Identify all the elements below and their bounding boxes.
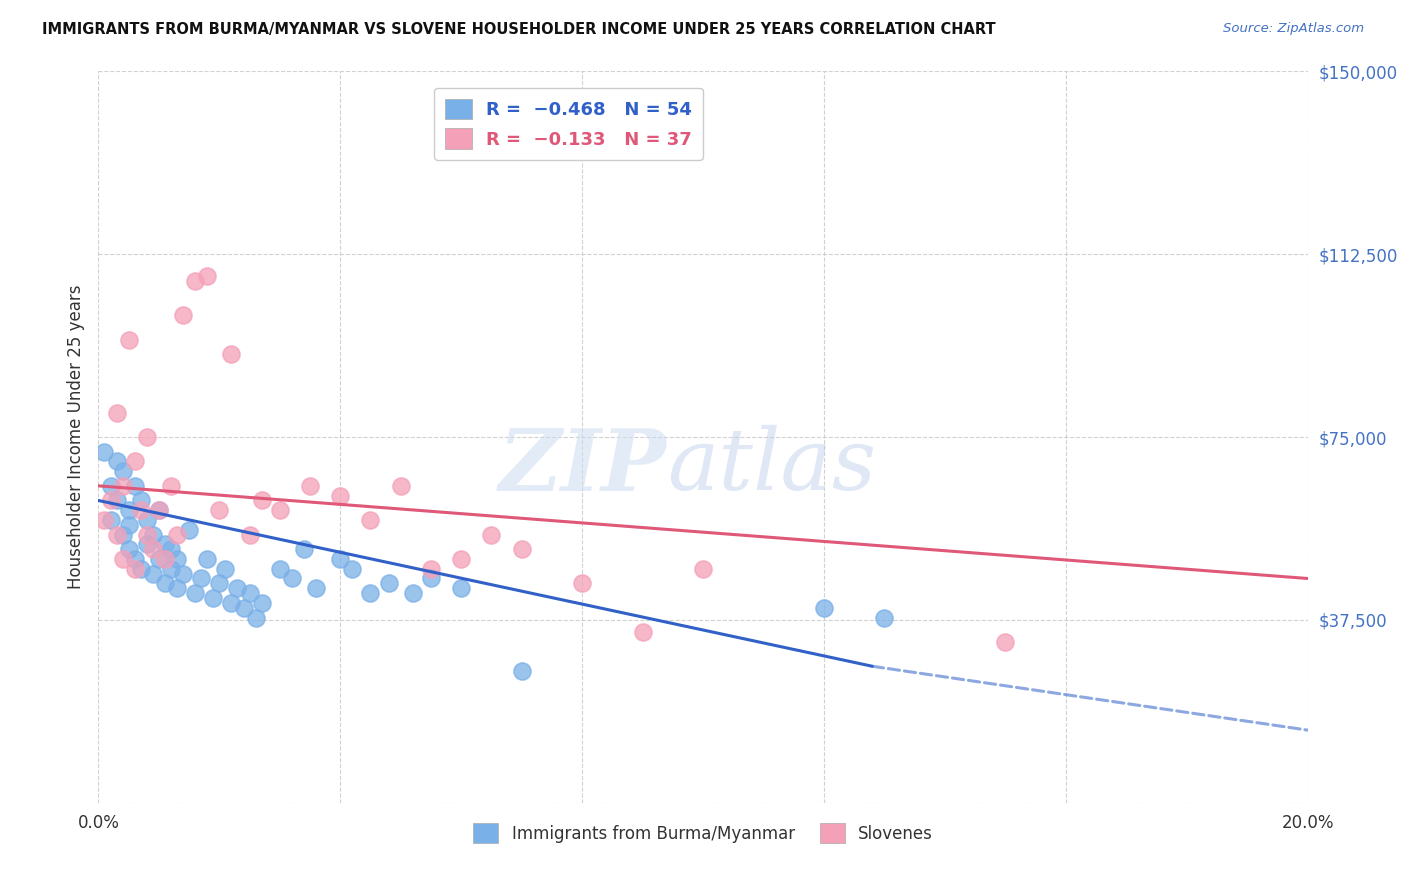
Point — [100, 493, 122, 508]
Point — [93, 444, 115, 458]
Point — [402, 586, 425, 600]
Point — [148, 552, 170, 566]
Point — [166, 552, 188, 566]
Point — [118, 503, 141, 517]
Point — [100, 479, 122, 493]
Point — [873, 610, 896, 624]
Point — [93, 513, 115, 527]
Point — [269, 503, 291, 517]
Point — [124, 562, 146, 576]
Point — [190, 572, 212, 586]
Point — [221, 596, 243, 610]
Point — [281, 572, 304, 586]
Point — [166, 527, 188, 541]
Point — [166, 581, 188, 595]
Point — [631, 625, 654, 640]
Point — [214, 562, 236, 576]
Point — [135, 430, 157, 444]
Point — [450, 581, 472, 595]
Point — [172, 308, 194, 322]
Point — [118, 542, 141, 557]
Y-axis label: Householder Income Under 25 years: Householder Income Under 25 years — [66, 285, 84, 590]
Point — [148, 503, 170, 517]
Point — [148, 503, 170, 517]
Point — [129, 562, 152, 576]
Point — [250, 596, 273, 610]
Point — [129, 503, 152, 517]
Point — [160, 562, 183, 576]
Point — [994, 635, 1017, 649]
Point — [184, 274, 207, 288]
Point — [420, 572, 443, 586]
Point — [129, 493, 152, 508]
Point — [813, 600, 835, 615]
Point — [105, 527, 128, 541]
Point — [153, 576, 176, 591]
Text: ZIP: ZIP — [499, 425, 666, 508]
Point — [510, 664, 533, 678]
Point — [510, 542, 533, 557]
Point — [105, 493, 128, 508]
Text: Source: ZipAtlas.com: Source: ZipAtlas.com — [1223, 22, 1364, 36]
Point — [250, 493, 273, 508]
Point — [481, 527, 503, 541]
Point — [118, 333, 141, 347]
Point — [329, 489, 352, 503]
Point — [342, 562, 364, 576]
Point — [692, 562, 714, 576]
Point — [100, 513, 122, 527]
Point — [142, 542, 165, 557]
Point — [111, 552, 134, 566]
Point — [450, 552, 472, 566]
Point — [232, 600, 254, 615]
Point — [420, 562, 443, 576]
Point — [172, 566, 194, 581]
Point — [153, 552, 176, 566]
Point — [208, 576, 231, 591]
Point — [124, 479, 146, 493]
Point — [239, 586, 262, 600]
Point — [105, 454, 128, 468]
Point — [142, 566, 165, 581]
Point — [135, 527, 157, 541]
Point — [105, 406, 128, 420]
Point — [153, 537, 176, 551]
Point — [269, 562, 291, 576]
Point — [195, 269, 218, 284]
Point — [208, 503, 231, 517]
Point — [111, 464, 134, 478]
Text: IMMIGRANTS FROM BURMA/MYANMAR VS SLOVENE HOUSEHOLDER INCOME UNDER 25 YEARS CORRE: IMMIGRANTS FROM BURMA/MYANMAR VS SLOVENE… — [42, 22, 995, 37]
Legend: Immigrants from Burma/Myanmar, Slovenes: Immigrants from Burma/Myanmar, Slovenes — [467, 817, 939, 849]
Text: atlas: atlas — [666, 425, 876, 508]
Point — [360, 586, 382, 600]
Point — [221, 347, 243, 361]
Point — [195, 552, 218, 566]
Point — [142, 527, 165, 541]
Point — [111, 479, 134, 493]
Point — [329, 552, 352, 566]
Point — [292, 542, 315, 557]
Point — [202, 591, 225, 605]
Point — [571, 576, 593, 591]
Point — [389, 479, 412, 493]
Point — [135, 537, 157, 551]
Point — [124, 454, 146, 468]
Point — [179, 523, 201, 537]
Point — [360, 513, 382, 527]
Point — [245, 610, 267, 624]
Point — [226, 581, 249, 595]
Point — [184, 586, 207, 600]
Point — [135, 513, 157, 527]
Point — [239, 527, 262, 541]
Point — [377, 576, 399, 591]
Point — [124, 552, 146, 566]
Point — [160, 479, 183, 493]
Point — [160, 542, 183, 557]
Point — [111, 527, 134, 541]
Point — [305, 581, 328, 595]
Point — [118, 517, 141, 532]
Point — [299, 479, 322, 493]
